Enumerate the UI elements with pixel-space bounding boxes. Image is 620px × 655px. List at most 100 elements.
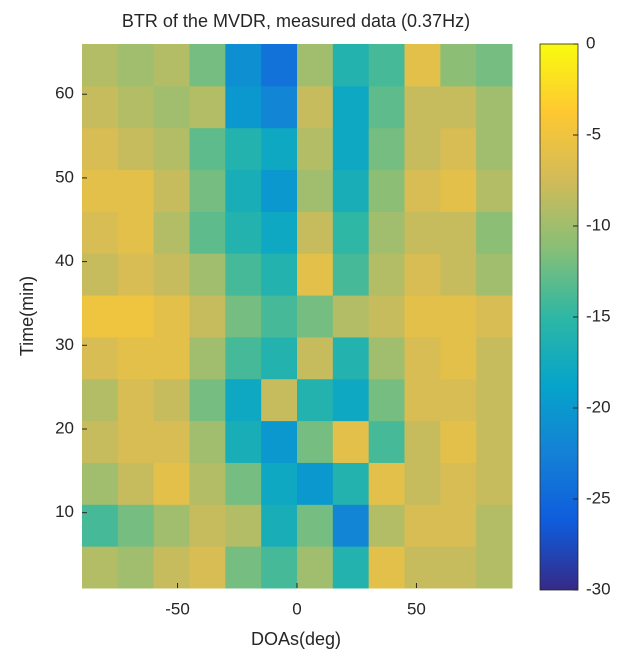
heat-cell [368, 85, 405, 129]
heat-cell [297, 378, 334, 422]
heat-cell [332, 85, 370, 129]
heat-cell [404, 211, 441, 254]
heat-cell [117, 420, 155, 463]
heat-cell [404, 420, 441, 463]
heat-cell [332, 253, 370, 296]
heat-cell [332, 546, 370, 589]
heat-cell [117, 127, 155, 171]
heat-cell [189, 336, 226, 380]
heat-cell [261, 504, 298, 547]
heat-cell [297, 462, 334, 505]
x-tick-label: 50 [407, 599, 426, 618]
heat-cell [225, 127, 262, 171]
heat-cell [153, 44, 190, 87]
heat-cell [189, 169, 226, 212]
heat-cell [189, 295, 226, 338]
heat-cell [440, 127, 477, 171]
heat-cell [297, 169, 334, 212]
heat-cell [225, 44, 262, 87]
heat-cell [153, 504, 190, 547]
heat-cell [82, 295, 119, 338]
heat-cell [225, 420, 262, 463]
heat-cell [476, 546, 513, 589]
heat-cell [153, 378, 190, 422]
heat-cell [476, 378, 513, 422]
heat-cell [225, 295, 262, 338]
colorbar-tick-label: -10 [586, 215, 611, 234]
heat-cell [117, 504, 155, 547]
heat-cell [440, 169, 477, 212]
heat-cell [117, 253, 155, 296]
heat-cell [261, 44, 298, 87]
heat-cell [153, 336, 190, 380]
heat-cell [404, 336, 441, 380]
colorbar-tick-label: -25 [586, 488, 611, 507]
heat-cell [440, 546, 477, 589]
heat-cell [82, 253, 119, 296]
heat-cell [368, 504, 405, 547]
heat-cell [82, 420, 119, 463]
heat-cell [404, 44, 441, 87]
x-axis-label: DOAs(deg) [251, 629, 341, 649]
heat-cell [332, 378, 370, 422]
y-tick-label: 20 [55, 418, 74, 437]
heat-cell [117, 336, 155, 380]
heat-cell [225, 546, 262, 589]
heat-cell [189, 546, 226, 589]
heat-cell [261, 420, 298, 463]
heat-cell [261, 169, 298, 212]
heat-cell [261, 336, 298, 380]
heat-cell [476, 504, 513, 547]
x-tick-label: -50 [165, 599, 190, 618]
heat-cell [332, 44, 370, 87]
heat-cell [225, 462, 262, 505]
heat-cell [261, 378, 298, 422]
heat-cell [189, 211, 226, 254]
heat-cell [404, 462, 441, 505]
heat-cell [225, 169, 262, 212]
heat-cell [82, 44, 119, 87]
heat-cell [368, 336, 405, 380]
heat-cell [368, 462, 405, 505]
heat-cell [117, 378, 155, 422]
heat-cell [297, 336, 334, 380]
heat-cell [153, 295, 190, 338]
heat-cell [404, 295, 441, 338]
heat-cell [440, 504, 477, 547]
heat-cell [297, 295, 334, 338]
heat-cell [82, 127, 119, 171]
heat-cell [117, 85, 155, 129]
heat-cell [440, 211, 477, 254]
heat-cell [117, 169, 155, 212]
heat-cell [189, 378, 226, 422]
heat-cell [476, 462, 513, 505]
heat-cell [476, 211, 513, 254]
heat-cell [404, 169, 441, 212]
heat-cell [476, 44, 513, 87]
heat-cell [153, 253, 190, 296]
heat-cell [225, 378, 262, 422]
heat-cell [476, 169, 513, 212]
heat-cell [368, 378, 405, 422]
heat-cell [261, 295, 298, 338]
heat-cell [261, 253, 298, 296]
heat-cell [261, 546, 298, 589]
heat-cell [297, 253, 334, 296]
colorbar-tick-label: -30 [586, 579, 611, 598]
heat-cell [332, 420, 370, 463]
heat-cell [404, 85, 441, 129]
heat-cell [225, 85, 262, 129]
heat-cell [440, 295, 477, 338]
heat-cell [476, 295, 513, 338]
heat-cell [332, 127, 370, 171]
heat-cell [297, 420, 334, 463]
heat-cell [440, 253, 477, 296]
heat-cell [297, 504, 334, 547]
y-tick-label: 60 [55, 84, 74, 103]
heat-cell [476, 336, 513, 380]
heat-cell [189, 253, 226, 296]
heat-cell [368, 420, 405, 463]
heat-cell [368, 295, 405, 338]
heat-cell [368, 253, 405, 296]
